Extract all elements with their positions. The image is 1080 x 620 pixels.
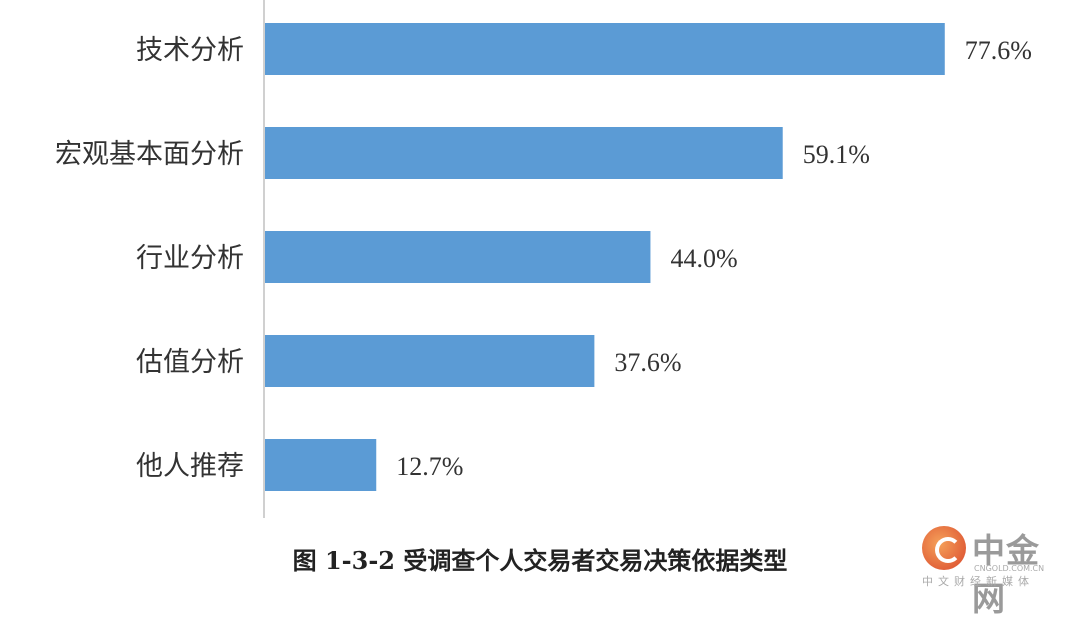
chart-caption: 图 1-3-2 受调查个人交易者交易决策依据类型 (292, 546, 788, 575)
category-label: 估值分析 (136, 347, 244, 378)
bar-chart: 技术分析 77.6% 宏观基本面分析 59.1% 行业分析 44.0% 估值分析 37.6% 他… (55, 0, 1032, 518)
value-label: 37.6% (614, 348, 681, 377)
watermark: 中金网 CNGOLD.COM.CN 中文财经新媒体 (920, 522, 1070, 618)
category-label: 宏观基本面分析 (55, 139, 244, 170)
category-label: 他人推荐 (136, 451, 244, 482)
value-label: 77.6% (965, 36, 1032, 65)
value-label: 44.0% (670, 244, 737, 273)
value-label: 59.1% (803, 140, 870, 169)
category-label: 技术分析 (136, 35, 244, 66)
watermark-domain: CNGOLD.COM.CN (974, 564, 1045, 573)
bar (265, 439, 377, 491)
bar (265, 335, 595, 387)
bar (265, 23, 945, 75)
category-label: 行业分析 (136, 243, 244, 274)
bar (265, 231, 651, 283)
value-label: 12.7% (396, 452, 463, 481)
brand-logo-icon (922, 526, 966, 570)
bar (265, 127, 783, 179)
watermark-tagline: 中文财经新媒体 (922, 575, 1034, 588)
